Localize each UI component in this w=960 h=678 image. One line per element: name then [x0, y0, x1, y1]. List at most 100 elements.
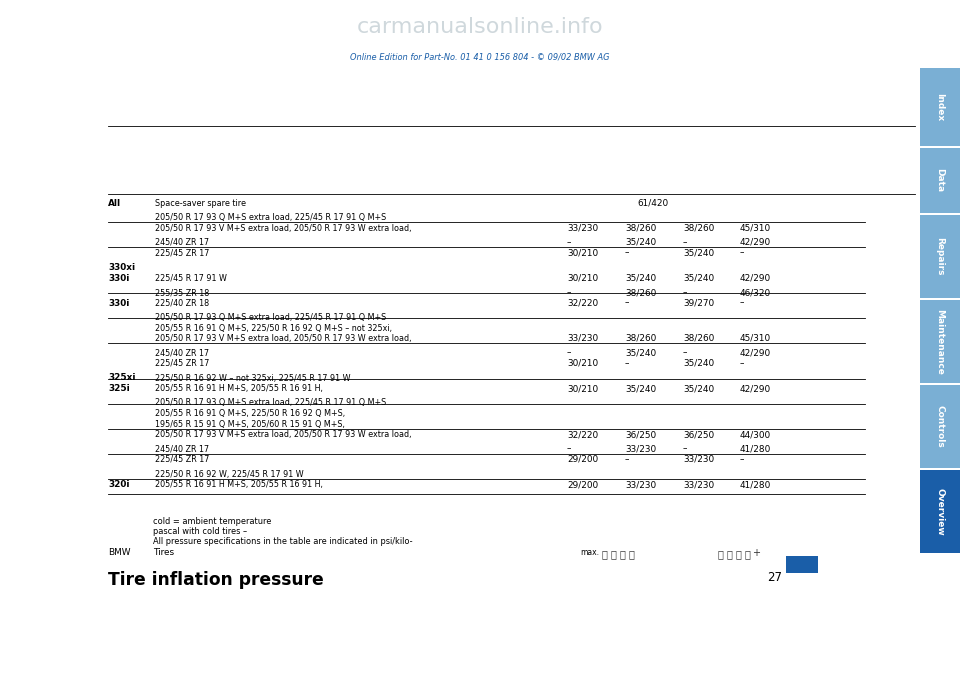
- Text: 325xi: 325xi: [108, 374, 135, 382]
- Text: 38/260: 38/260: [625, 224, 657, 233]
- Text: 225/45 ZR 17: 225/45 ZR 17: [155, 359, 209, 368]
- Text: 205/55 R 16 91 H M+S, 205/55 R 16 91 H,: 205/55 R 16 91 H M+S, 205/55 R 16 91 H,: [155, 384, 323, 393]
- Text: 33/230: 33/230: [567, 334, 598, 343]
- Text: max.: max.: [580, 548, 599, 557]
- Text: ⛹: ⛹: [601, 549, 607, 559]
- Text: 225/40 ZR 18: 225/40 ZR 18: [155, 298, 209, 308]
- Text: –: –: [683, 348, 687, 357]
- Text: 33/230: 33/230: [683, 480, 714, 489]
- Text: –: –: [567, 288, 571, 297]
- Text: pascal with cold tires –: pascal with cold tires –: [153, 527, 247, 536]
- Text: 38/260: 38/260: [683, 224, 714, 233]
- Text: 225/45 R 17 91 W: 225/45 R 17 91 W: [155, 273, 227, 283]
- Bar: [920, 148, 960, 213]
- Text: 205/55 R 16 91 Q M+S, 225/50 R 16 92 Q M+S,: 205/55 R 16 91 Q M+S, 225/50 R 16 92 Q M…: [155, 409, 346, 418]
- Text: –: –: [567, 238, 571, 247]
- Text: 30/210: 30/210: [567, 359, 598, 368]
- Text: 29/200: 29/200: [567, 480, 598, 489]
- Text: 30/210: 30/210: [567, 249, 598, 258]
- Text: 35/240: 35/240: [683, 249, 714, 258]
- Text: 225/50 R 16 92 W – not 325xi, 225/45 R 17 91 W: 225/50 R 16 92 W – not 325xi, 225/45 R 1…: [155, 374, 350, 382]
- Bar: [786, 556, 818, 573]
- Text: 225/45 ZR 17: 225/45 ZR 17: [155, 249, 209, 258]
- Text: cold = ambient temperature: cold = ambient temperature: [153, 517, 272, 526]
- Text: 325i: 325i: [108, 384, 130, 393]
- Text: All pressure specifications in the table are indicated in psi/kilo-: All pressure specifications in the table…: [153, 537, 413, 546]
- Text: 45/310: 45/310: [740, 224, 771, 233]
- Text: 33/230: 33/230: [625, 480, 656, 489]
- Text: 205/50 R 17 93 V M+S extra load, 205/50 R 17 93 W extra load,: 205/50 R 17 93 V M+S extra load, 205/50 …: [155, 430, 412, 439]
- Text: ⛹: ⛹: [726, 549, 732, 559]
- Text: 330i: 330i: [108, 273, 130, 283]
- Text: –: –: [625, 455, 630, 464]
- Text: Index: Index: [935, 93, 945, 121]
- Text: 61/420: 61/420: [637, 199, 668, 207]
- Text: –: –: [567, 445, 571, 454]
- Text: –: –: [625, 298, 630, 308]
- Text: 225/50 R 16 92 W, 225/45 R 17 91 W: 225/50 R 16 92 W, 225/45 R 17 91 W: [155, 469, 303, 479]
- Text: 245/40 ZR 17: 245/40 ZR 17: [155, 445, 209, 454]
- Text: Data: Data: [935, 168, 945, 193]
- Text: Maintenance: Maintenance: [935, 308, 945, 374]
- Text: Repairs: Repairs: [935, 237, 945, 276]
- Text: 205/55 R 16 91 H M+S, 205/55 R 16 91 H,: 205/55 R 16 91 H M+S, 205/55 R 16 91 H,: [155, 480, 323, 489]
- Text: 35/240: 35/240: [625, 348, 656, 357]
- Text: 35/240: 35/240: [683, 384, 714, 393]
- Text: ⛹: ⛹: [628, 549, 634, 559]
- Text: 33/230: 33/230: [625, 445, 656, 454]
- Text: –: –: [740, 298, 745, 308]
- Text: 32/220: 32/220: [567, 298, 598, 308]
- Text: 330xi: 330xi: [108, 263, 135, 272]
- Text: 42/290: 42/290: [740, 384, 771, 393]
- Text: ⛹: ⛹: [610, 549, 616, 559]
- Text: ⛹: ⛹: [744, 549, 750, 559]
- Text: ⛹: ⛹: [717, 549, 723, 559]
- Text: 205/50 R 17 93 Q M+S extra load, 225/45 R 17 91 Q M+S: 205/50 R 17 93 Q M+S extra load, 225/45 …: [155, 213, 386, 222]
- Text: +: +: [752, 548, 760, 558]
- Text: 42/290: 42/290: [740, 273, 771, 283]
- Text: –: –: [683, 288, 687, 297]
- Text: Online Edition for Part-No. 01 41 0 156 804 - © 09/02 BMW AG: Online Edition for Part-No. 01 41 0 156 …: [350, 53, 610, 62]
- Text: 38/260: 38/260: [683, 334, 714, 343]
- Text: –: –: [683, 238, 687, 247]
- Text: 35/240: 35/240: [683, 273, 714, 283]
- Text: 245/40 ZR 17: 245/40 ZR 17: [155, 238, 209, 247]
- Text: 32/220: 32/220: [567, 430, 598, 439]
- Text: 195/65 R 15 91 Q M+S, 205/60 R 15 91 Q M+S,: 195/65 R 15 91 Q M+S, 205/60 R 15 91 Q M…: [155, 420, 345, 428]
- Bar: [920, 215, 960, 298]
- Text: Tire inflation pressure: Tire inflation pressure: [108, 571, 324, 589]
- Text: BMW: BMW: [108, 548, 131, 557]
- Text: 245/40 ZR 17: 245/40 ZR 17: [155, 348, 209, 357]
- Text: ⛹: ⛹: [735, 549, 741, 559]
- Text: 36/250: 36/250: [625, 430, 656, 439]
- Text: 42/290: 42/290: [740, 238, 771, 247]
- Text: carmanualsonline.info: carmanualsonline.info: [357, 17, 603, 37]
- Text: 35/240: 35/240: [625, 384, 656, 393]
- Text: 35/240: 35/240: [683, 359, 714, 368]
- Text: Overview: Overview: [935, 487, 945, 536]
- Text: 320i: 320i: [108, 480, 130, 489]
- Text: 46/320: 46/320: [740, 288, 771, 297]
- Text: 38/260: 38/260: [625, 334, 657, 343]
- Text: All: All: [108, 199, 121, 207]
- Text: 29/200: 29/200: [567, 455, 598, 464]
- Text: 36/250: 36/250: [683, 430, 714, 439]
- Text: 38/260: 38/260: [625, 288, 657, 297]
- Text: 225/45 ZR 17: 225/45 ZR 17: [155, 455, 209, 464]
- Text: 205/50 R 17 93 V M+S extra load, 205/50 R 17 93 W extra load,: 205/50 R 17 93 V M+S extra load, 205/50 …: [155, 224, 412, 233]
- Text: 30/210: 30/210: [567, 384, 598, 393]
- Text: 33/230: 33/230: [567, 224, 598, 233]
- Text: 27: 27: [767, 571, 782, 584]
- Bar: [920, 385, 960, 468]
- Bar: [920, 68, 960, 146]
- Text: 44/300: 44/300: [740, 430, 771, 439]
- Text: Controls: Controls: [935, 405, 945, 448]
- Text: –: –: [683, 445, 687, 454]
- Text: 330i: 330i: [108, 298, 130, 308]
- Text: –: –: [625, 359, 630, 368]
- Text: 35/240: 35/240: [625, 273, 656, 283]
- Text: –: –: [740, 359, 745, 368]
- Text: 41/280: 41/280: [740, 445, 771, 454]
- Text: ⛹: ⛹: [619, 549, 625, 559]
- Text: 255/35 ZR 18: 255/35 ZR 18: [155, 288, 209, 297]
